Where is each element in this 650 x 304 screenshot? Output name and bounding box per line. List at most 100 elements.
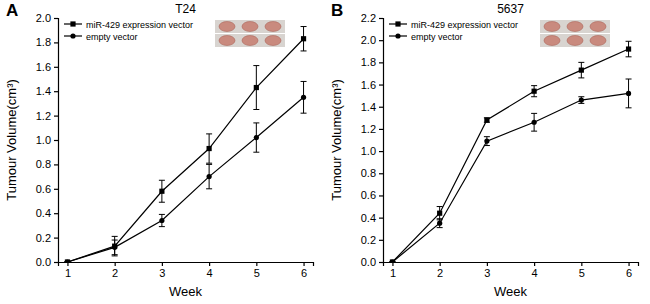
data-point: [159, 189, 164, 194]
series: [389, 79, 631, 262]
error-bar-cap: [626, 107, 632, 108]
y-tick: 1.4: [36, 85, 58, 97]
data-point: [159, 218, 164, 223]
x-tick-label: 3: [159, 267, 165, 279]
y-tick: 1.6: [36, 61, 58, 73]
y-tick-mark: [379, 173, 383, 174]
error-bar-cap: [437, 227, 443, 228]
tumour-image: [544, 22, 560, 32]
y-axis: 0.00.20.40.60.81.01.21.41.61.82.0: [36, 12, 59, 268]
y-tick: 2.2: [361, 12, 383, 24]
photo-background: [215, 20, 285, 33]
plot-area: 0.00.20.40.60.81.01.21.41.61.82.0123456m…: [36, 12, 314, 279]
y-tick: 1.8: [361, 56, 383, 68]
data-point: [579, 68, 584, 73]
y-tick-mark: [379, 129, 383, 130]
x-tick-mark: [392, 262, 393, 266]
series: [64, 27, 306, 262]
data-layer: [64, 27, 306, 262]
y-tick-label: 1.2: [36, 110, 51, 122]
error-bar-cap: [253, 152, 259, 153]
data-point: [626, 91, 631, 96]
y-tick-mark: [379, 262, 383, 263]
y-tick: 1.0: [36, 134, 58, 146]
error-bar-cap: [626, 41, 632, 42]
x-tick: 6: [301, 262, 307, 279]
error-bar: [484, 118, 490, 122]
tumour-image: [567, 22, 583, 32]
y-tick: 0.4: [36, 207, 58, 219]
panel: 0.00.20.40.60.81.01.21.41.61.82.0123456m…: [4, 1, 314, 299]
legend: miR-429 expression vectorempty vector: [389, 20, 518, 42]
x-axis-title: Week: [169, 284, 202, 299]
error-bar-cap: [159, 226, 165, 227]
y-tick-mark: [54, 67, 58, 68]
error-bar-cap: [301, 113, 307, 114]
y-tick-label: 1.2: [361, 123, 376, 135]
y-tick-mark: [379, 18, 383, 19]
y-tick-mark: [379, 195, 383, 196]
error-bar-cap: [626, 56, 632, 57]
data-point: [207, 146, 212, 151]
figure: 0.00.20.40.60.81.01.21.41.61.82.0123456m…: [0, 0, 650, 304]
y-tick-label: 1.8: [36, 36, 51, 48]
y-tick-label: 2.0: [36, 12, 51, 24]
x-tick: 2: [112, 262, 118, 279]
series-line: [67, 97, 303, 262]
error-bar-cap: [112, 255, 118, 256]
error-bar: [626, 41, 632, 57]
error-bar-cap: [531, 96, 537, 97]
error-bar: [578, 97, 584, 104]
error-bar-cap: [531, 85, 537, 86]
error-bar-cap: [112, 254, 118, 255]
series-line: [392, 93, 628, 262]
legend-marker: [70, 33, 75, 38]
error-bar-cap: [112, 236, 118, 237]
x-tick-mark: [628, 262, 629, 266]
data-point: [207, 174, 212, 179]
error-bar: [301, 27, 307, 51]
series: [64, 81, 306, 262]
error-bar-cap: [253, 109, 259, 110]
tumour-photos: [540, 20, 610, 47]
x-tick-mark: [581, 262, 582, 266]
error-bar-cap: [301, 26, 307, 27]
data-point: [254, 85, 259, 90]
y-tick: 0.6: [361, 189, 383, 201]
legend-label: miR-429 expression vector: [411, 20, 518, 30]
y-tick-label: 1.0: [361, 145, 376, 157]
error-bar-cap: [531, 113, 537, 114]
y-tick-mark: [54, 42, 58, 43]
data-point: [532, 120, 537, 125]
y-tick-mark: [54, 91, 58, 92]
error-bar-cap: [484, 145, 490, 146]
y-tick-mark: [379, 218, 383, 219]
y-tick-label: 0.8: [36, 158, 51, 170]
y-tick-label: 1.6: [361, 79, 376, 91]
x-tick: 3: [159, 262, 165, 279]
legend-label: empty vector: [86, 32, 138, 42]
data-point: [437, 221, 442, 226]
y-axis: 0.00.20.40.60.81.01.21.41.61.82.02.2: [361, 12, 384, 268]
x-tick-label: 6: [626, 267, 632, 279]
error-bar-cap: [112, 240, 118, 241]
data-point: [254, 135, 259, 140]
error-bar-cap: [159, 214, 165, 215]
error-bar-cap: [159, 180, 165, 181]
x-tick: 4: [532, 262, 538, 279]
data-point: [65, 259, 70, 262]
error-bar: [159, 180, 165, 202]
y-tick-label: 0.0: [36, 256, 51, 268]
panel-label: A: [6, 1, 18, 20]
error-bar-cap: [301, 81, 307, 82]
error-bar-cap: [531, 131, 537, 132]
error-bar: [626, 79, 632, 108]
y-tick-mark: [54, 238, 58, 239]
tumour-image: [590, 36, 606, 46]
y-tick: 1.2: [36, 110, 58, 122]
y-axis-title: Tumour Volume(cm³): [4, 79, 19, 201]
y-tick-mark: [54, 140, 58, 141]
tumour-image: [265, 22, 281, 32]
error-bar-cap: [206, 163, 212, 164]
y-tick-mark: [379, 84, 383, 85]
